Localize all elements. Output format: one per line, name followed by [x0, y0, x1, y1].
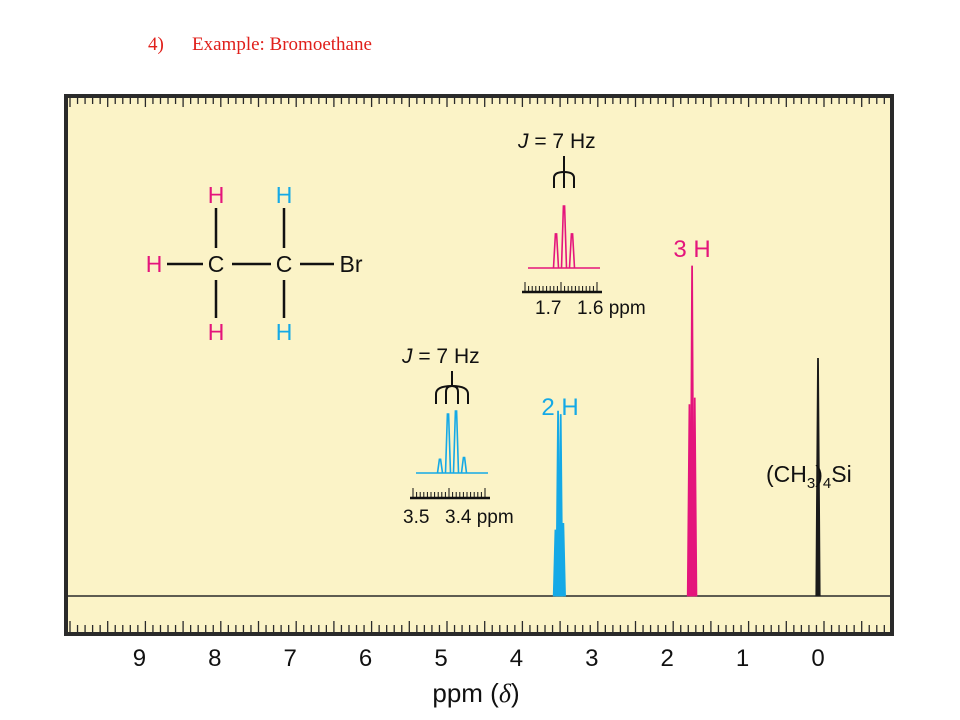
x-tick-label: 4 — [510, 645, 523, 672]
tms-label-main: (CH — [766, 461, 807, 487]
inset-peak-line — [444, 413, 452, 474]
x-tick-labels: 9 8 7 6 5 4 3 2 1 0 — [133, 645, 825, 672]
inset-ch3-j-label: J = 7 Hz — [517, 130, 596, 153]
inset-ch2-quartet: J = 7 Hz 3.5 3.4 ppm — [401, 345, 514, 528]
tms-label-end: Si — [831, 461, 851, 487]
x-tick-label: 2 — [661, 645, 674, 672]
x-axis-label-close: ) — [511, 678, 520, 708]
inset-ch2-tick-2: 3.4 ppm — [445, 507, 514, 528]
x-tick-label: 8 — [208, 645, 221, 672]
slide-number: 4) — [148, 34, 164, 55]
peak-line-ch2 — [555, 410, 561, 597]
peak-line-ch2 — [552, 529, 559, 597]
inset-ch3-tick-2: 1.6 ppm — [577, 298, 646, 319]
inset-ch3-multiplet — [528, 205, 600, 269]
x-tick-label: 3 — [585, 645, 598, 672]
atom-h-left: H — [146, 251, 163, 277]
bottom-minor-ticks — [69, 621, 885, 632]
inset-peak-line — [552, 233, 560, 269]
inset-ch3-j-symbol: J — [517, 130, 529, 153]
inset-ch3-splitting-tree — [553, 156, 575, 188]
x-tick-label: 5 — [434, 645, 447, 672]
inset-ch2-splitting-tree — [435, 371, 469, 404]
inset-ch3-tick-1: 1.7 — [535, 298, 561, 319]
inset-ch3-triplet: J = 7 Hz 1.7 1.6 ppm — [517, 130, 646, 319]
atom-h-c1-bottom: H — [208, 319, 225, 345]
tms-label: (CH3)4Si — [766, 461, 852, 492]
x-tick-label: 6 — [359, 645, 372, 672]
x-tick-label: 9 — [133, 645, 146, 672]
slide-title: 4) Example: Bromoethane — [148, 34, 372, 56]
integration-label-3h: 3 H — [673, 236, 710, 263]
inset-ch2-j-value: = 7 Hz — [413, 345, 480, 368]
tms-label-paren: ) — [815, 461, 823, 487]
integration-label-2h: 2 H — [541, 394, 578, 421]
x-tick-label: 0 — [811, 645, 824, 672]
x-tick-label: 1 — [736, 645, 749, 672]
inset-ch3-j-value: = 7 Hz — [529, 130, 596, 153]
inset-peak-line — [568, 233, 576, 269]
spectrum-panel — [64, 94, 894, 636]
x-tick-label: 7 — [284, 645, 297, 672]
peak-line-tms — [815, 358, 821, 597]
peaks-layer — [552, 265, 821, 597]
inset-peak-line — [452, 410, 460, 474]
svg-text:ppm (δ): ppm (δ) — [432, 678, 519, 708]
atom-h-c2-bottom: H — [276, 319, 293, 345]
slide-title-text: Example: Bromoethane — [192, 34, 372, 55]
atom-br: Br — [340, 251, 363, 277]
bromoethane-structure: H C C Br H H H H — [146, 182, 363, 345]
x-axis-label-main: ppm ( — [432, 678, 499, 708]
inset-peak-line — [560, 205, 568, 269]
inset-ch2-j-label: J = 7 Hz — [401, 345, 480, 368]
peak-line-ch3 — [686, 404, 693, 597]
x-axis-label: ppm (δ) — [432, 678, 519, 708]
inset-ch2-multiplet — [416, 410, 488, 474]
tms-label-sub: 3 — [807, 475, 815, 492]
inset-ch2-scale — [410, 488, 490, 500]
top-minor-ticks — [69, 98, 885, 107]
atom-h-c2-top: H — [276, 182, 293, 208]
atom-c1: C — [208, 251, 225, 277]
tms-label-sub2: 4 — [823, 475, 831, 492]
inset-ch3-scale — [522, 282, 602, 294]
atom-c2: C — [276, 251, 293, 277]
inset-peak-line — [460, 456, 468, 474]
inset-peak-line — [436, 458, 444, 474]
x-axis-label-delta: δ — [499, 679, 512, 708]
inset-ch2-tick-1: 3.5 — [403, 507, 429, 528]
atom-h-c1-top: H — [208, 182, 225, 208]
inset-ch2-j-symbol: J — [401, 345, 413, 368]
